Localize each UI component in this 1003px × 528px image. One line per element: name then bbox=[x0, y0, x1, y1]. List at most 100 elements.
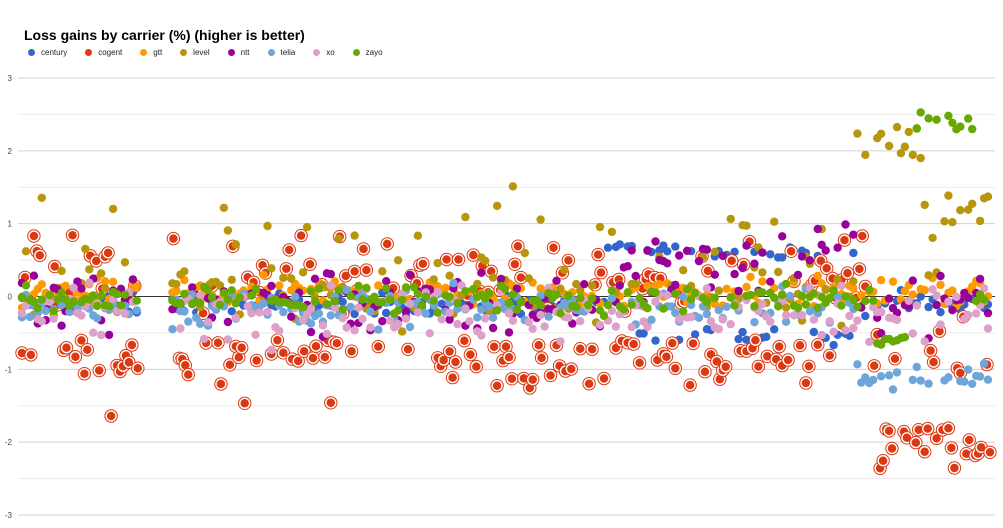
data-point-level bbox=[884, 141, 894, 151]
data-point-zayo bbox=[247, 291, 256, 300]
data-point-ring bbox=[668, 361, 682, 376]
data-point-cogent bbox=[719, 361, 732, 373]
data-point-century bbox=[382, 308, 391, 318]
data-point-cogent bbox=[443, 345, 456, 358]
data-point-level bbox=[350, 231, 359, 240]
data-point-xo bbox=[809, 315, 818, 324]
y-axis: 3 2 1 0 -1 -2 -3 bbox=[5, 74, 13, 520]
data-point-xo bbox=[972, 309, 981, 318]
data-point-xo bbox=[766, 317, 775, 326]
legend-item-telia[interactable]: telia bbox=[267, 47, 296, 57]
data-point-xo bbox=[338, 314, 347, 323]
data-point-cogent bbox=[440, 253, 453, 266]
data-point-ntt bbox=[805, 256, 815, 265]
data-point-cogent bbox=[886, 442, 898, 455]
data-point-zayo bbox=[686, 295, 696, 304]
data-point-cogent bbox=[105, 410, 117, 422]
data-point-ring bbox=[356, 242, 371, 256]
data-point-telia bbox=[65, 307, 74, 317]
data-point-telia bbox=[196, 319, 205, 328]
data-point-zayo bbox=[793, 303, 803, 313]
data-point-level bbox=[227, 275, 236, 284]
data-point-century bbox=[936, 308, 945, 317]
data-point-zayo bbox=[330, 296, 339, 306]
legend-item-level[interactable]: level bbox=[180, 48, 210, 57]
data-point-cogent bbox=[298, 345, 310, 357]
data-point-xo bbox=[936, 320, 945, 329]
legend-item-zayo[interactable]: zayo bbox=[352, 48, 383, 57]
data-point-level bbox=[833, 275, 842, 284]
data-point-level bbox=[172, 280, 181, 289]
data-point-xo bbox=[251, 330, 260, 339]
legend-item-cogent[interactable]: cogent bbox=[85, 48, 122, 57]
data-point-cogent bbox=[357, 243, 370, 255]
data-point-century bbox=[671, 242, 680, 251]
data-point-ring bbox=[962, 433, 976, 447]
data-point-ntt bbox=[694, 256, 704, 266]
data-point-ntt bbox=[223, 317, 233, 327]
data-point-zayo bbox=[627, 300, 636, 309]
data-point-zayo bbox=[180, 289, 189, 299]
data-point-ring bbox=[80, 343, 95, 357]
data-point-level bbox=[631, 279, 640, 288]
data-point-ntt bbox=[310, 274, 320, 283]
data-point-xo bbox=[853, 316, 862, 325]
data-point-ring bbox=[401, 342, 415, 356]
data-point-ring bbox=[249, 353, 264, 368]
legend-item-xo[interactable]: xo bbox=[313, 48, 335, 57]
data-point-level bbox=[956, 206, 965, 215]
data-point-level bbox=[924, 271, 933, 280]
data-point-zayo bbox=[116, 301, 126, 310]
data-point-telia bbox=[366, 307, 375, 316]
data-point-cogent bbox=[526, 373, 539, 386]
data-point-telia bbox=[168, 325, 177, 334]
data-point-century bbox=[809, 327, 818, 337]
legend-swatch bbox=[140, 48, 148, 56]
data-point-telia bbox=[892, 368, 902, 377]
data-point-xo bbox=[564, 313, 573, 322]
data-point-cogent bbox=[565, 363, 578, 375]
data-point-ring bbox=[597, 371, 611, 386]
data-point-xo bbox=[85, 278, 94, 287]
data-point-ntt bbox=[936, 271, 945, 281]
data-point-telia bbox=[968, 379, 977, 388]
data-point-xo bbox=[275, 326, 284, 336]
legend-label: telia bbox=[280, 47, 296, 57]
data-point-ring bbox=[876, 454, 890, 468]
data-point-cogent bbox=[948, 462, 961, 474]
data-point-xo bbox=[964, 310, 973, 320]
data-point-telia bbox=[180, 307, 189, 316]
data-point-cogent bbox=[283, 244, 295, 256]
data-point-century bbox=[338, 297, 347, 307]
data-point-zayo bbox=[37, 295, 46, 304]
data-point-telia bbox=[477, 305, 486, 314]
data-point-level bbox=[587, 281, 597, 290]
data-point-zayo bbox=[837, 301, 846, 310]
data-point-ntt bbox=[326, 269, 335, 279]
y-tick-label: 1 bbox=[8, 220, 13, 229]
data-point-cogent bbox=[820, 262, 833, 275]
data-point-cogent bbox=[348, 265, 361, 278]
data-point-xo bbox=[540, 322, 549, 331]
legend-item-gtt[interactable]: gtt bbox=[140, 48, 162, 57]
data-point-gtt bbox=[100, 277, 110, 286]
data-point-telia bbox=[342, 285, 351, 295]
data-point-cogent bbox=[547, 242, 560, 254]
legend-item-ntt[interactable]: ntt bbox=[227, 48, 250, 57]
legend-item-century[interactable]: century bbox=[28, 48, 67, 57]
data-point-ring bbox=[330, 336, 344, 350]
data-point-ring bbox=[27, 229, 41, 243]
data-point-cogent bbox=[574, 342, 586, 355]
data-point-telia bbox=[785, 291, 795, 301]
data-point-level bbox=[928, 233, 937, 243]
data-point-cogent bbox=[66, 229, 79, 242]
data-point-cogent bbox=[945, 442, 958, 454]
data-point-ring bbox=[885, 441, 899, 456]
data-point-century bbox=[227, 307, 236, 316]
data-point-level bbox=[492, 201, 502, 211]
data-point-ntt bbox=[833, 243, 842, 252]
data-point-gtt bbox=[948, 286, 957, 295]
data-point-xo bbox=[425, 329, 434, 338]
data-point-ntt bbox=[983, 308, 993, 318]
data-point-ntt bbox=[580, 280, 589, 289]
